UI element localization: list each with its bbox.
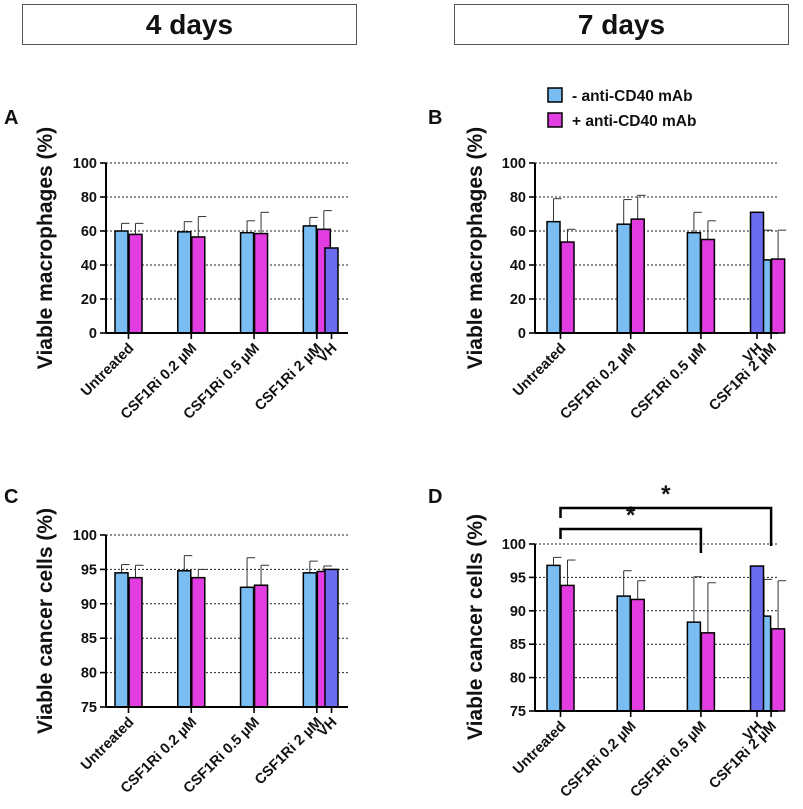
panel-d-letter: D bbox=[428, 486, 442, 508]
legend-swatch-minus bbox=[547, 87, 563, 103]
panel-c-bar bbox=[302, 572, 318, 708]
panel-d-x-tick-label: Untreated bbox=[510, 719, 569, 778]
panel-d-bar bbox=[686, 621, 702, 712]
header-4-days: 4 days bbox=[22, 4, 357, 45]
panel-d-y-tick-label: 90 bbox=[510, 604, 526, 620]
panel-b-bar bbox=[686, 231, 702, 334]
panel-d-y-axis-title: Viable cancer cells (%) bbox=[464, 514, 487, 740]
panel-a-bar bbox=[253, 232, 269, 334]
panel-d-bar bbox=[560, 584, 575, 712]
legend-swatch-plus bbox=[547, 112, 563, 128]
panel-a-y-tick-label: 0 bbox=[89, 326, 97, 342]
panel-d-bar bbox=[546, 564, 561, 712]
panel-c-bar bbox=[191, 576, 206, 708]
panel-d-bar bbox=[630, 598, 645, 712]
panel-a-y-tick-label: 60 bbox=[81, 224, 97, 240]
panel-b-x-tick-label: CSF1Ri 0.5 µM bbox=[628, 341, 710, 423]
panel-a-bar bbox=[114, 230, 129, 334]
panel-a-x-tick-label: VH bbox=[315, 341, 341, 367]
panel-b-bar bbox=[560, 241, 575, 334]
panel-b-y-axis-title: Viable macrophages (%) bbox=[464, 127, 487, 369]
panel-a-y-tick-label: 20 bbox=[81, 292, 97, 308]
panel-d-bar bbox=[749, 565, 765, 712]
panel-c-y-tick-label: 95 bbox=[81, 562, 97, 578]
panel-c-x-tick-label: CSF1Ri 2 µM bbox=[252, 715, 326, 789]
panel-d-bar bbox=[770, 628, 786, 712]
legend-label-plus: + anti-CD40 mAb bbox=[572, 113, 696, 130]
panel-c-bar bbox=[324, 568, 339, 708]
panel-b-y-tick-label: 0 bbox=[518, 326, 526, 342]
panel-d-significance-label: * bbox=[626, 502, 636, 529]
panel-d-y-tick-label: 75 bbox=[510, 704, 526, 720]
panel-b-bar bbox=[616, 223, 631, 334]
panel-b-y-tick-label: 40 bbox=[510, 258, 526, 274]
panel-c-bar bbox=[239, 586, 255, 708]
panel-c-y-tick-label: 85 bbox=[81, 631, 97, 647]
panel-b-y-tick-label: 20 bbox=[510, 292, 526, 308]
panel-b-y-tick-label: 60 bbox=[510, 224, 526, 240]
legend-label-minus: - anti-CD40 mAb bbox=[572, 88, 693, 105]
panel-c-bar bbox=[114, 572, 129, 708]
panel-c-bar bbox=[253, 584, 269, 708]
panel-a-y-axis-title: Viable macrophages (%) bbox=[34, 127, 57, 369]
panel-d-y-tick-label: 95 bbox=[510, 570, 526, 586]
header-7-days: 7 days bbox=[454, 4, 789, 45]
panel-a-bar bbox=[324, 247, 339, 334]
panel-d-y-tick-label: 80 bbox=[510, 671, 526, 687]
panel-d-y-tick-label: 100 bbox=[502, 537, 526, 553]
panel-d-x-tick-label: CSF1Ri 0.5 µM bbox=[628, 719, 710, 801]
panel-b-letter: B bbox=[428, 107, 442, 129]
panel-a-bar bbox=[191, 236, 206, 334]
panel-b-x-tick-label: Untreated bbox=[510, 341, 569, 400]
panel-d-bar bbox=[616, 595, 631, 712]
panel-c-y-axis-title: Viable cancer cells (%) bbox=[34, 508, 57, 734]
panel-c-x-tick-label: Untreated bbox=[78, 715, 137, 774]
header-7-days-label: 7 days bbox=[577, 8, 666, 40]
panel-d-y-tick-label: 85 bbox=[510, 637, 526, 653]
panel-a-bar bbox=[239, 231, 255, 334]
panel-a-bar bbox=[177, 231, 192, 334]
panel-a-bar bbox=[302, 225, 318, 334]
panel-b-bar bbox=[700, 238, 716, 334]
panel-a-x-tick-label: CSF1Ri 2 µM bbox=[252, 341, 326, 415]
panel-c-y-tick-label: 100 bbox=[73, 528, 97, 544]
panel-c-letter: C bbox=[4, 486, 18, 508]
panel-b-y-tick-label: 80 bbox=[510, 190, 526, 206]
panel-c-bar bbox=[177, 570, 192, 708]
panel-c-bar bbox=[128, 576, 143, 708]
panel-b-bar bbox=[630, 218, 645, 334]
panel-b-bar bbox=[770, 258, 786, 334]
panel-a-y-tick-label: 80 bbox=[81, 190, 97, 206]
panel-a-bar bbox=[128, 233, 143, 334]
panel-b-bar bbox=[546, 220, 561, 334]
panel-d-bar bbox=[700, 632, 716, 712]
panel-a-letter: A bbox=[4, 107, 18, 129]
panel-c-y-tick-label: 80 bbox=[81, 666, 97, 682]
panel-d-significance-bracket bbox=[559, 527, 703, 553]
panel-a-y-tick-label: 100 bbox=[73, 156, 97, 172]
panel-b-y-tick-label: 100 bbox=[502, 156, 526, 172]
panel-c-y-tick-label: 90 bbox=[81, 597, 97, 613]
panel-d-significance-label: * bbox=[661, 481, 671, 508]
header-4-days-label: 4 days bbox=[145, 8, 234, 40]
panel-c-y-tick-label: 75 bbox=[81, 700, 97, 716]
panel-a-x-tick-label: Untreated bbox=[78, 341, 137, 400]
panel-a-y-tick-label: 40 bbox=[81, 258, 97, 274]
panel-b-bar bbox=[749, 211, 765, 334]
panel-d-significance-bracket bbox=[559, 506, 773, 546]
panel-c-x-tick-label: VH bbox=[315, 715, 341, 741]
